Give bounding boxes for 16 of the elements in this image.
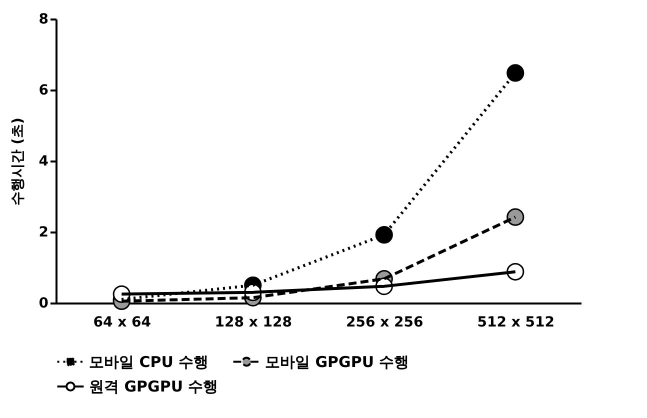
x-tick-label: 64 x 64	[93, 314, 152, 330]
legend-label: 모바일 CPU 수행	[89, 352, 209, 371]
legend-label: 원격 GPGPU 수행	[89, 378, 218, 396]
y-tick-label: 6	[38, 82, 48, 98]
point	[375, 226, 393, 244]
y-tick-label: 4	[38, 154, 49, 170]
y-tick-label: 8	[38, 12, 48, 28]
x-tick-label: 256 x 256	[346, 314, 424, 330]
y-axis-title: 수행시간 (초)	[10, 118, 26, 206]
y-tick-label: 2	[38, 224, 48, 240]
point	[506, 208, 524, 226]
x-tick-label: 128 x 128	[214, 314, 292, 330]
y-tick-label: 0	[38, 296, 49, 312]
x-tick-label: 512 x 512	[477, 314, 554, 330]
legend-label: 모바일 GPGPU 수행	[265, 352, 410, 371]
point	[506, 64, 524, 82]
